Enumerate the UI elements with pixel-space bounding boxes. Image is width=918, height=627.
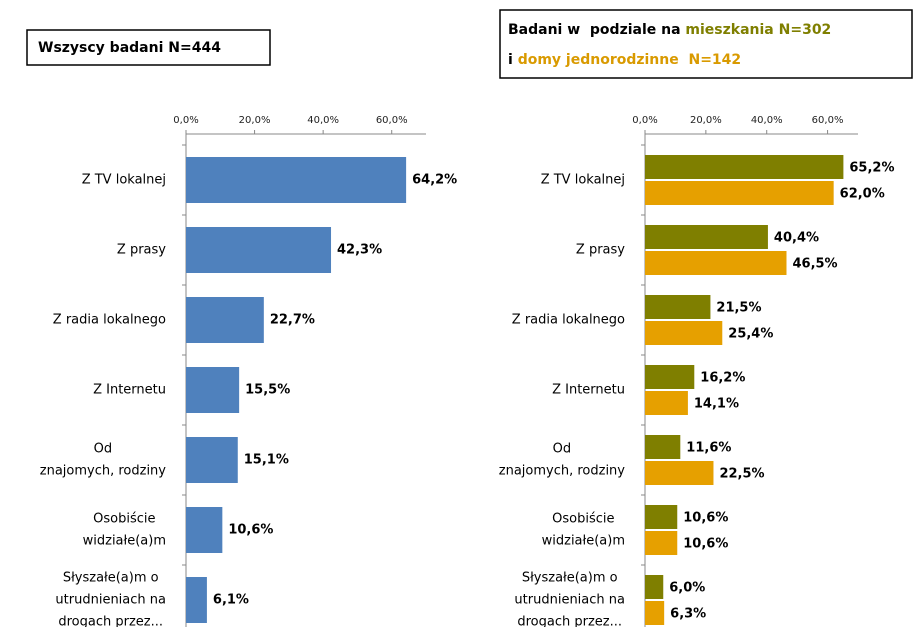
- title-part: i: [508, 52, 518, 68]
- category-label: widziałe(a)m: [83, 534, 166, 549]
- title-box: [499, 9, 913, 79]
- category-label: Osobiście: [552, 512, 614, 527]
- bar: [186, 577, 207, 623]
- value-label: 62,0%: [840, 187, 885, 202]
- x-tick-label: 40,0%: [751, 115, 783, 126]
- value-label: 64,2%: [412, 173, 457, 188]
- category-label: znajomych, rodziny: [499, 464, 626, 479]
- category-label: Z TV lokalnej: [82, 173, 166, 188]
- chart-title: i domy jednorodzinne N=142: [508, 52, 741, 68]
- category-label: Od: [553, 442, 571, 457]
- bar: [645, 505, 678, 529]
- x-tick-label: 60,0%: [376, 115, 408, 126]
- value-label: 22,7%: [270, 313, 315, 328]
- legend-entry: mieszkania N=302: [685, 22, 831, 38]
- category-label: Z radia lokalnego: [53, 313, 166, 328]
- x-tick-label: 20,0%: [239, 115, 271, 126]
- title-part: Badani w podziale na: [508, 22, 685, 38]
- category-label: Słyszałe(a)m o: [522, 571, 618, 586]
- x-tick-label: 0,0%: [173, 115, 198, 126]
- category-label: Od: [94, 442, 112, 457]
- category-label: Słyszałe(a)m o: [63, 571, 159, 586]
- value-label: 22,5%: [719, 467, 764, 482]
- x-tick-label: 60,0%: [812, 115, 844, 126]
- value-label: 40,4%: [774, 231, 819, 246]
- bar: [645, 365, 695, 389]
- bar: [645, 391, 688, 415]
- value-label: 42,3%: [337, 243, 382, 258]
- bar: [645, 601, 665, 625]
- category-label: utrudnieniach na: [514, 593, 625, 608]
- category-label: Z prasy: [117, 243, 166, 258]
- x-tick-label: 0,0%: [632, 115, 657, 126]
- value-label: 11,6%: [686, 441, 731, 456]
- value-label: 10,6%: [683, 537, 728, 552]
- bar: [186, 227, 332, 273]
- chart-title: Wszyscy badani N=444: [38, 40, 221, 56]
- bar: [645, 531, 678, 555]
- bar: [645, 225, 768, 249]
- value-label: 46,5%: [792, 257, 837, 272]
- bar: [645, 435, 681, 459]
- category-label: Osobiście: [93, 512, 155, 527]
- value-label: 15,5%: [245, 383, 290, 398]
- value-label: 21,5%: [716, 301, 761, 316]
- value-label: 6,1%: [213, 593, 249, 608]
- category-label: Z TV lokalnej: [541, 173, 625, 188]
- bar: [186, 297, 264, 343]
- bar: [645, 251, 787, 275]
- category-label: drogach przez...: [58, 615, 163, 627]
- bar: [645, 321, 723, 345]
- bar: [645, 461, 714, 485]
- chart-title: Badani w podziale na mieszkania N=302: [508, 22, 831, 38]
- value-label: 6,0%: [669, 581, 705, 596]
- legend-entry: domy jednorodzinne N=142: [518, 52, 741, 68]
- x-tick-label: 40,0%: [307, 115, 339, 126]
- title-box: [26, 29, 271, 66]
- value-label: 6,3%: [670, 607, 706, 622]
- bar: [645, 295, 711, 319]
- category-label: Z radia lokalnego: [512, 313, 625, 328]
- category-label: Z Internetu: [552, 383, 625, 398]
- bar: [186, 507, 223, 553]
- bar: [186, 437, 238, 483]
- bar: [645, 575, 664, 599]
- bar: [645, 155, 844, 179]
- category-label: Z Internetu: [93, 383, 166, 398]
- value-label: 10,6%: [228, 523, 273, 538]
- value-label: 15,1%: [244, 453, 289, 468]
- value-label: 25,4%: [728, 327, 773, 342]
- value-label: 65,2%: [849, 161, 894, 176]
- value-label: 10,6%: [683, 511, 728, 526]
- bar: [186, 157, 407, 203]
- bar: [645, 181, 834, 205]
- category-label: widziałe(a)m: [542, 534, 625, 549]
- category-label: utrudnieniach na: [55, 593, 166, 608]
- category-label: znajomych, rodziny: [40, 464, 167, 479]
- bar: [186, 367, 240, 413]
- x-tick-label: 20,0%: [690, 115, 722, 126]
- category-label: Z prasy: [576, 243, 625, 258]
- value-label: 16,2%: [700, 371, 745, 386]
- category-label: drogach przez...: [517, 615, 622, 627]
- value-label: 14,1%: [694, 397, 739, 412]
